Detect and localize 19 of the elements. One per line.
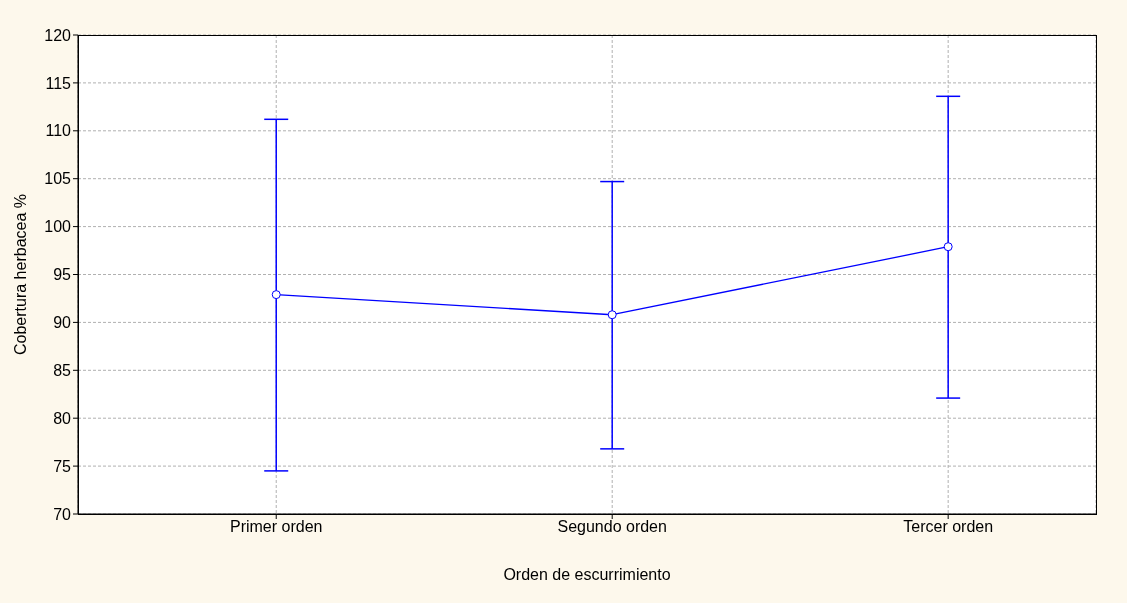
x-tick-label: Tercer orden (903, 518, 994, 536)
point (607, 310, 617, 320)
y-tick-label: 85 (53, 361, 72, 379)
x-tick-label: Primer orden (229, 518, 323, 536)
y-tick-label: 75 (53, 457, 72, 475)
y-tick-label: 70 (53, 505, 72, 523)
x-tick-label: Segundo orden (557, 518, 667, 536)
x-axis-title: Orden de escurrimiento (503, 566, 671, 583)
y-tick-label: 110 (45, 122, 72, 140)
y-tick-label: 105 (44, 170, 72, 188)
y-tick-label: 100 (44, 218, 72, 236)
y-tick-label: 80 (53, 409, 72, 427)
y-tick-label: 120 (44, 26, 72, 44)
y-tick-label: 95 (53, 266, 72, 284)
y-tick-label: 90 (53, 314, 72, 332)
y-axis-title: Cobertura herbacea % (11, 194, 29, 355)
point (943, 242, 953, 252)
point (271, 290, 281, 300)
y-tick-label: 115 (45, 74, 72, 92)
